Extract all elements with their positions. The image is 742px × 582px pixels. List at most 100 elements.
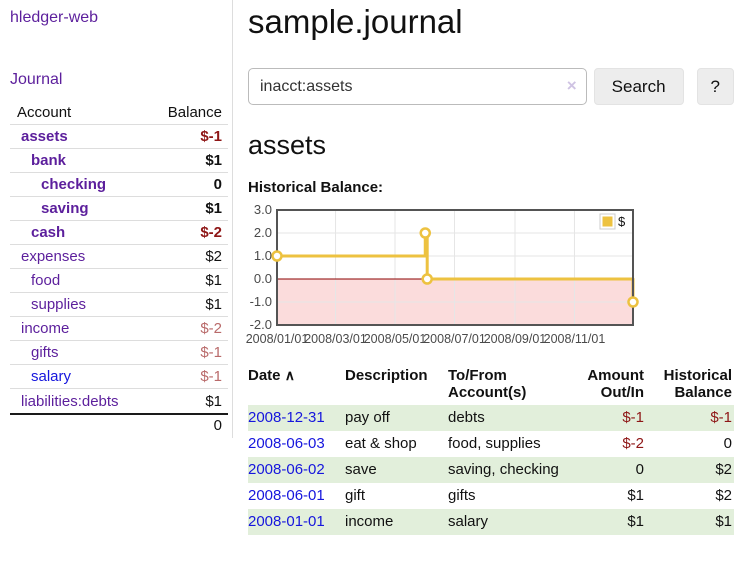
- transaction-description: pay off: [345, 405, 448, 431]
- account-balance: $-2: [200, 224, 222, 241]
- sidebar-item-journal[interactable]: Journal: [10, 71, 63, 88]
- account-link-supplies[interactable]: supplies: [31, 296, 87, 313]
- account-link-salary[interactable]: salary: [31, 368, 72, 385]
- search-form: × Search ?: [248, 68, 734, 105]
- transaction-description: eat & shop: [345, 435, 417, 452]
- accounts-total-value: 0: [213, 417, 222, 434]
- transaction-account: salary: [448, 509, 566, 535]
- account-link-checking[interactable]: checking: [41, 176, 107, 193]
- svg-text:0.0: 0.0: [254, 271, 272, 286]
- account-row[interactable]: food $1: [10, 269, 228, 293]
- account-row[interactable]: income $-2: [10, 317, 228, 341]
- register-row: 2008-01-01 income salary $1 $1: [248, 509, 734, 535]
- balance-column-header: Historical Balance: [663, 367, 732, 401]
- svg-text:2008/09/01: 2008/09/01: [484, 332, 547, 346]
- account-row[interactable]: liabilities:debts $1: [10, 389, 228, 413]
- account-column-header: To/From Account(s): [448, 367, 527, 401]
- account-link-saving[interactable]: saving: [41, 200, 89, 217]
- historical-balance-chart: 3.0 2.0 1.0 0.0 -1.0 -2.0 2008/01/01 2008/03/01…: [246, 202, 734, 350]
- account-row[interactable]: cash $-2: [10, 221, 228, 245]
- transaction-date-link[interactable]: 2008-06-01: [248, 487, 325, 504]
- account-heading: assets: [248, 130, 327, 160]
- account-balance: 0: [213, 176, 222, 193]
- svg-text:2008/03/01: 2008/03/01: [304, 332, 367, 346]
- svg-text:3.0: 3.0: [254, 202, 272, 217]
- svg-text:2008/01/01: 2008/01/01: [246, 332, 309, 346]
- sort-ascending-icon: ∧: [284, 367, 295, 383]
- account-link-cash[interactable]: cash: [31, 224, 66, 241]
- register-row: 2008-06-02 save saving, checking 0 $2: [248, 457, 734, 483]
- account-row[interactable]: saving $1: [10, 197, 228, 221]
- account-link-liabilities-debts[interactable]: liabilities:debts: [21, 392, 119, 410]
- account-row[interactable]: gifts $-1: [10, 341, 228, 365]
- clear-search-icon[interactable]: ×: [566, 76, 577, 95]
- account-link-income[interactable]: income: [21, 320, 70, 337]
- register-header-row: Date ∧ Description To/From Account(s) Am…: [248, 365, 734, 405]
- account-column-header: Account: [17, 104, 72, 121]
- brand-link[interactable]: hledger-web: [10, 9, 99, 26]
- transaction-date-link[interactable]: 2008-06-03: [248, 435, 325, 452]
- transaction-balance: 0: [723, 435, 732, 452]
- account-row[interactable]: salary $-1: [10, 365, 228, 389]
- transaction-account: saving, checking: [448, 457, 566, 483]
- transaction-amount: $-1: [566, 405, 646, 431]
- search-input[interactable]: [248, 68, 587, 105]
- transaction-balance: $2: [646, 457, 734, 483]
- svg-text:2008/07/01: 2008/07/01: [423, 332, 486, 346]
- account-balance: $-1: [200, 344, 222, 361]
- account-balance: $-2: [200, 320, 222, 337]
- transaction-amount: $1: [627, 487, 644, 504]
- transaction-description: income: [345, 509, 448, 535]
- svg-text:2.0: 2.0: [254, 225, 272, 240]
- transaction-date-link[interactable]: 2008-01-01: [248, 509, 345, 535]
- account-balance: $-1: [200, 368, 222, 385]
- svg-text:2008/05/01: 2008/05/01: [364, 332, 427, 346]
- account-balance: $1: [205, 200, 222, 217]
- account-balance: $1: [205, 152, 222, 169]
- chart-title: Historical Balance:: [248, 179, 384, 196]
- svg-text:2008/11/01: 2008/11/01: [544, 332, 606, 346]
- transaction-date-link[interactable]: 2008-12-31: [248, 405, 345, 431]
- search-button[interactable]: Search: [593, 68, 684, 105]
- account-link-expenses[interactable]: expenses: [21, 248, 86, 265]
- svg-text:$: $: [618, 214, 626, 229]
- account-row[interactable]: supplies $1: [10, 293, 228, 317]
- balance-column-header: Balance: [167, 104, 222, 121]
- transaction-description: gift: [345, 487, 366, 504]
- transaction-account: food, supplies: [448, 435, 541, 452]
- register-row: 2008-12-31 pay off debts $-1 $-1: [248, 405, 734, 431]
- account-link-food[interactable]: food: [31, 272, 61, 289]
- account-balance: $1: [205, 296, 222, 313]
- transaction-date-link[interactable]: 2008-06-02: [248, 457, 345, 483]
- register-table: Date ∧ Description To/From Account(s) Am…: [248, 365, 734, 535]
- account-balance: $1: [205, 392, 222, 410]
- svg-text:-1.0: -1.0: [250, 294, 272, 309]
- transaction-account: gifts: [448, 487, 476, 504]
- transaction-amount: $-2: [622, 435, 644, 452]
- svg-text:1.0: 1.0: [254, 248, 272, 263]
- amount-column-header: Amount Out/In: [587, 367, 644, 401]
- account-link-bank[interactable]: bank: [31, 152, 67, 169]
- transaction-amount: 0: [566, 457, 646, 483]
- account-balance: $-1: [200, 128, 222, 145]
- transaction-balance: $-1: [646, 405, 734, 431]
- balance-chart-svg: 3.0 2.0 1.0 0.0 -1.0 -2.02008/01/012008/03/01…: [246, 202, 639, 346]
- help-button[interactable]: ?: [696, 68, 734, 105]
- register-row: 2008-06-03 eat & shop food, supplies $-2…: [248, 431, 734, 457]
- account-row[interactable]: bank $1: [10, 149, 228, 173]
- account-balance: $2: [205, 248, 222, 265]
- account-row[interactable]: assets $-1: [10, 125, 228, 149]
- account-row[interactable]: expenses $2: [10, 245, 228, 269]
- transaction-description: save: [345, 457, 448, 483]
- accounts-table-header: Account Balance: [10, 101, 228, 125]
- page-title: sample.journal: [248, 3, 463, 40]
- accounts-total-row: 0: [10, 413, 228, 436]
- transaction-balance: $1: [646, 509, 734, 535]
- transaction-amount: $1: [566, 509, 646, 535]
- account-row[interactable]: checking 0: [10, 173, 228, 197]
- accounts-table: Account Balance assets $-1 bank $1 check…: [10, 101, 228, 436]
- account-link-gifts[interactable]: gifts: [31, 344, 59, 361]
- description-column-header: Description: [345, 367, 428, 384]
- account-link-assets[interactable]: assets: [21, 128, 68, 145]
- date-column-header[interactable]: Date ∧: [248, 367, 295, 384]
